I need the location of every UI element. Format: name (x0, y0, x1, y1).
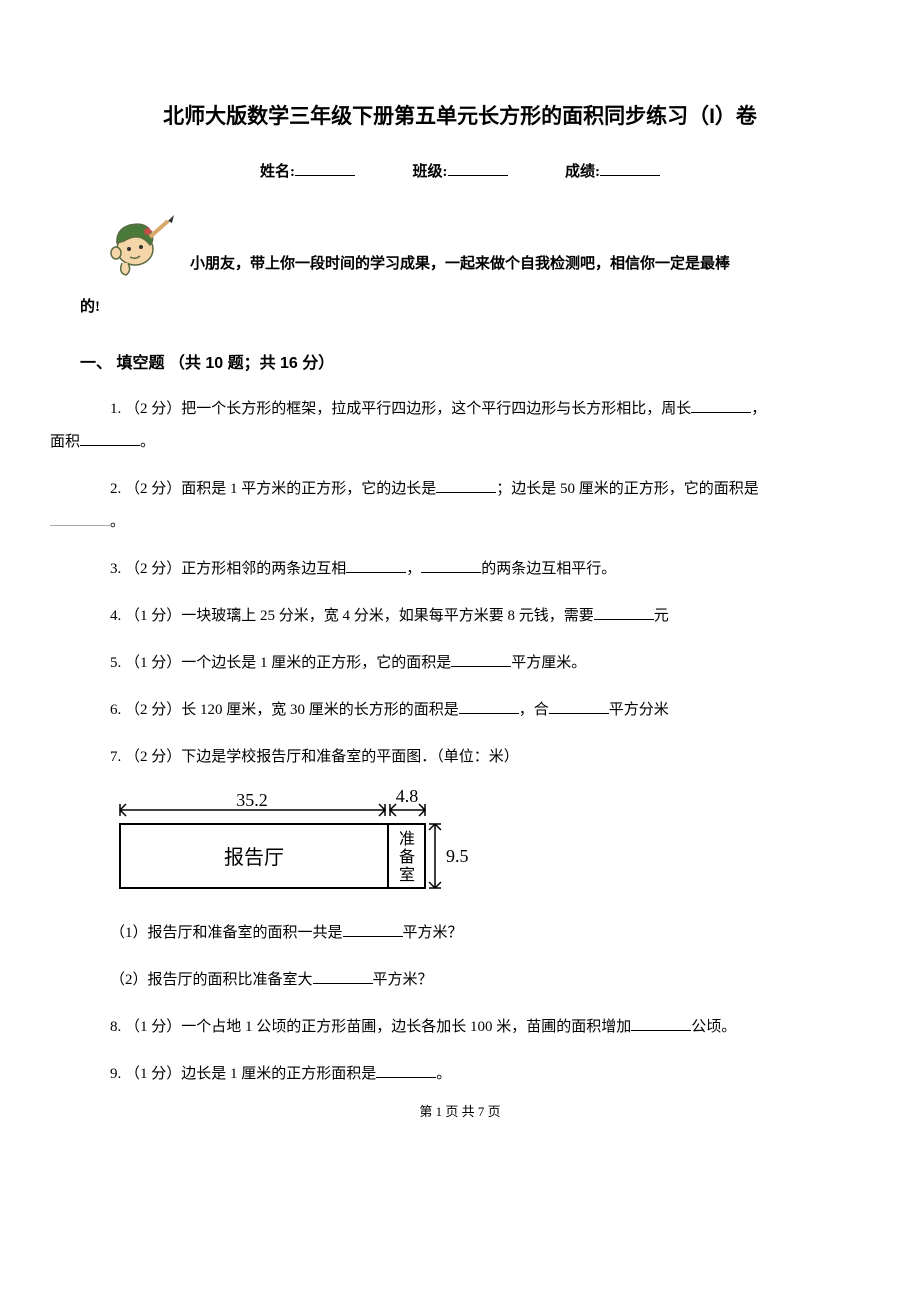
q3-t3: 的两条边互相平行。 (481, 561, 616, 577)
q7s1-blank[interactable] (343, 924, 403, 937)
q6-t2: ，合 (519, 702, 549, 718)
q1-blank-2[interactable] (80, 433, 140, 446)
student-info-line: 姓名: 班级: 成绩: (80, 160, 840, 181)
q3-num: 3. （2 分） (110, 561, 181, 577)
room-zhunbeishi-3: 室 (399, 866, 415, 884)
question-3: 3. （2 分）正方形相邻的两条边互相 ， 的两条边互相平行。 (80, 553, 840, 586)
class-label: 班级: (413, 164, 448, 180)
room-zhunbeishi-1: 准 (399, 830, 415, 848)
q9-t2: 。 (436, 1066, 451, 1082)
section-title: 一、 填空题 （共 10 题；共 16 分） (80, 349, 840, 373)
score-label: 成绩: (565, 164, 600, 180)
class-blank[interactable] (448, 161, 508, 176)
question-9: 9. （1 分）边长是 1 厘米的正方形面积是 。 (80, 1058, 840, 1091)
question-8: 8. （1 分）一个占地 1 公顷的正方形苗圃，边长各加长 100 米，苗圃的面… (80, 1011, 840, 1044)
q6-blank-2[interactable] (549, 701, 609, 714)
q7s2-num: （2） (110, 972, 148, 988)
room-baogaoting: 报告厅 (224, 846, 284, 869)
q9-t1: 边长是 1 厘米的正方形面积是 (181, 1066, 376, 1082)
q5-num: 5. （1 分） (110, 655, 181, 671)
dim-4-8: 4.8 (396, 788, 419, 806)
name-label: 姓名: (260, 164, 295, 180)
q3-blank-2[interactable] (421, 560, 481, 573)
q9-blank-1[interactable] (376, 1065, 436, 1078)
question-2: 2. （2 分）面积是 1 平方米的正方形，它的边长是 ；边长是 50 厘米的正方… (80, 473, 840, 539)
q2-blank-2[interactable] (50, 513, 110, 526)
question-1: 1. （2 分）把一个长方形的框架，拉成平行四边形，这个平行四边形与长方形相比，… (80, 393, 840, 459)
q4-blank-1[interactable] (594, 607, 654, 620)
q7-t1: 下边是学校报告厅和准备室的平面图．（单位：米） (181, 749, 519, 765)
room-zhunbeishi-2: 备 (399, 848, 415, 866)
q5-blank-1[interactable] (451, 654, 511, 667)
question-7-sub2: （2）报告厅的面积比准备室大 平方米？ (80, 964, 840, 997)
q4-t1: 一块玻璃上 25 分米，宽 4 分米，如果每平方米要 8 元钱，需要 (181, 608, 594, 624)
q8-t2: 公顷。 (691, 1019, 736, 1035)
q5-t1: 一个边长是 1 厘米的正方形，它的面积是 (181, 655, 451, 671)
q1-t4: 。 (140, 434, 155, 450)
score-blank[interactable] (600, 161, 660, 176)
q7s2-blank[interactable] (313, 971, 373, 984)
q7s1-t1: 报告厅和准备室的面积一共是 (148, 925, 343, 941)
q2-num: 2. （2 分） (110, 481, 181, 497)
q2-t3: 。 (110, 514, 125, 530)
intro-text-1: 小朋友，带上你一段时间的学习成果，一起来做个自我检测吧，相信你一定是最棒 (190, 248, 840, 281)
q2-t1: 面积是 1 平方米的正方形，它的边长是 (181, 481, 436, 497)
page-title: 北师大版数学三年级下册第五单元长方形的面积同步练习（I）卷 (80, 100, 840, 130)
q9-num: 9. （1 分） (110, 1066, 181, 1082)
q6-num: 6. （2 分） (110, 702, 181, 718)
question-7: 7. （2 分）下边是学校报告厅和准备室的平面图．（单位：米） (80, 741, 840, 774)
q5-t2: 平方厘米。 (511, 655, 586, 671)
q3-t1: 正方形相邻的两条边互相 (181, 561, 346, 577)
q6-t3: 平方分米 (609, 702, 669, 718)
cartoon-icon (100, 201, 180, 281)
q1-t2: ， (751, 401, 766, 417)
dim-35-2: 35.2 (236, 790, 268, 810)
question-5: 5. （1 分）一个边长是 1 厘米的正方形，它的面积是 平方厘米。 (80, 647, 840, 680)
q7s1-t2: 平方米？ (403, 925, 463, 941)
question-4: 4. （1 分）一块玻璃上 25 分米，宽 4 分米，如果每平方米要 8 元钱，… (80, 600, 840, 633)
q7-num: 7. （2 分） (110, 749, 181, 765)
q2-t2: ；边长是 50 厘米的正方形，它的面积是 (496, 481, 759, 497)
q3-t2: ， (406, 561, 421, 577)
q8-num: 8. （1 分） (110, 1019, 181, 1035)
q7s2-t1: 报告厅的面积比准备室大 (148, 972, 313, 988)
q3-blank-1[interactable] (346, 560, 406, 573)
dim-9-5: 9.5 (446, 846, 469, 866)
q1-blank-1[interactable] (691, 400, 751, 413)
page-footer: 第 1 页 共 7 页 (80, 1101, 840, 1120)
floor-plan-diagram: 35.2 4.8 报告厅 准 备 室 9.5 (110, 788, 840, 903)
q2-blank-1[interactable] (436, 480, 496, 493)
q1-t1: 把一个长方形的框架，拉成平行四边形，这个平行四边形与长方形相比，周长 (181, 401, 691, 417)
q8-t1: 一个占地 1 公顷的正方形苗圃，边长各加长 100 米，苗圃的面积增加 (181, 1019, 631, 1035)
q4-num: 4. （1 分） (110, 608, 181, 624)
q1-num: 1. （2 分） (110, 401, 181, 417)
q4-t2: 元 (654, 608, 669, 624)
q6-blank-1[interactable] (459, 701, 519, 714)
q6-t1: 长 120 厘米，宽 30 厘米的长方形的面积是 (181, 702, 459, 718)
question-6: 6. （2 分）长 120 厘米，宽 30 厘米的长方形的面积是 ，合 平方分米 (80, 694, 840, 727)
q1-t3: 面积 (50, 434, 80, 450)
q8-blank-1[interactable] (631, 1018, 691, 1031)
question-7-sub1: （1）报告厅和准备室的面积一共是 平方米？ (80, 917, 840, 950)
intro-text-2: 的! (80, 291, 840, 324)
q7s2-t2: 平方米？ (373, 972, 433, 988)
name-blank[interactable] (295, 161, 355, 176)
q7s1-num: （1） (110, 925, 148, 941)
